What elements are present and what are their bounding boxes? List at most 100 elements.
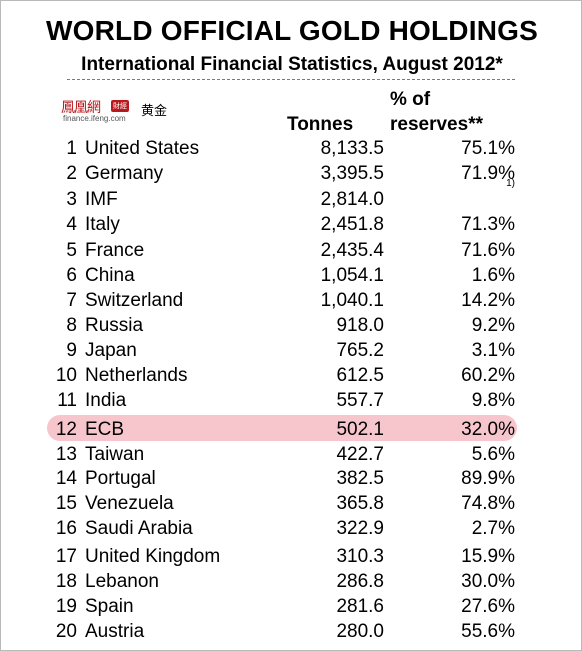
row-tonnes: 2,814.0 <box>320 189 384 210</box>
table-row: 2 Germany 3,395.5 71.9% <box>1 161 582 186</box>
row-reserves-pct: 71.6% <box>461 240 515 261</box>
row-reserves-pct: 32.0% <box>461 419 515 440</box>
table-row: 19 Spain 281.6 27.6% <box>1 594 582 619</box>
row-tonnes: 612.5 <box>336 365 384 386</box>
row-reserves-pct: 30.0% <box>461 571 515 592</box>
page-subtitle: International Financial Statistics, Augu… <box>81 54 503 75</box>
row-reserves-pct: 9.8% <box>471 390 515 411</box>
row-tonnes: 1,054.1 <box>320 265 384 286</box>
row-reserves-pct: 71.3% <box>461 214 515 235</box>
row-tonnes: 382.5 <box>336 468 384 489</box>
logo-name: 鳳凰網 <box>61 100 101 116</box>
row-reserves-pct: 15.9% <box>461 546 515 567</box>
table-row: 9 Japan 765.2 3.1% <box>1 338 582 363</box>
row-rank: 14 <box>55 468 77 489</box>
row-rank: 15 <box>55 493 77 514</box>
row-country: India <box>85 390 127 411</box>
row-rank: 10 <box>55 365 77 386</box>
row-reserves-pct: 9.2% <box>471 315 515 336</box>
row-country: Saudi Arabia <box>85 518 193 539</box>
row-reserves-pct: 14.2% <box>461 290 515 311</box>
table-row: 3 IMF 2,814.0 1) <box>1 178 582 212</box>
row-rank: 6 <box>66 265 77 286</box>
row-rank: 19 <box>55 596 77 617</box>
row-tonnes: 2,435.4 <box>320 240 384 261</box>
logo-section: 黄金 <box>141 104 168 119</box>
row-rank: 9 <box>66 340 77 361</box>
row-country: Netherlands <box>85 365 188 386</box>
row-reserves-pct: 71.9% <box>461 163 515 184</box>
row-tonnes: 557.7 <box>336 390 384 411</box>
row-reserves-pct: 74.8% <box>461 493 515 514</box>
row-tonnes: 1,040.1 <box>320 290 384 311</box>
row-rank: 8 <box>66 315 77 336</box>
row-tonnes: 281.6 <box>336 596 384 617</box>
row-tonnes: 765.2 <box>336 340 384 361</box>
row-country: Italy <box>85 214 120 235</box>
row-tonnes: 280.0 <box>336 621 384 642</box>
table-row: 11 India 557.7 9.8% <box>1 388 582 413</box>
row-rank: 18 <box>55 571 77 592</box>
row-country: Austria <box>85 621 145 642</box>
row-footnote-marker: 1) <box>506 178 515 189</box>
table-row: 5 France 2,435.4 71.6% <box>1 238 582 263</box>
table-row: 7 Switzerland 1,040.1 14.2% <box>1 288 582 313</box>
row-reserves-pct: 60.2% <box>461 365 515 386</box>
row-rank: 3 <box>66 189 77 210</box>
column-header-reserves-line1: % of <box>390 89 431 110</box>
page-title: WORLD OFFICIAL GOLD HOLDINGS <box>46 15 538 46</box>
row-rank: 11 <box>57 390 77 411</box>
row-rank: 16 <box>55 518 77 539</box>
row-tonnes: 8,133.5 <box>320 138 384 159</box>
row-country: Taiwan <box>85 444 145 465</box>
row-tonnes: 3,395.5 <box>320 163 384 184</box>
row-country: Venezuela <box>85 493 174 514</box>
row-country: IMF <box>85 189 118 210</box>
row-country: Portugal <box>85 468 156 489</box>
row-country: Germany <box>85 163 164 184</box>
table-row: 18 Lebanon 286.8 30.0% <box>1 569 582 594</box>
row-reserves-pct: 5.6% <box>471 444 515 465</box>
table-row: 13 Taiwan 422.7 5.6% <box>1 442 582 467</box>
ecb-row-highlight <box>47 415 517 441</box>
row-rank: 1 <box>66 138 77 159</box>
table-row: 20 Austria 280.0 55.6% <box>1 619 582 644</box>
table-row: 12 ECB 502.1 32.0% <box>1 417 582 442</box>
row-reserves-pct: 55.6% <box>461 621 515 642</box>
table-row: 6 China 1,054.1 1.6% <box>1 263 582 288</box>
row-rank: 2 <box>66 163 77 184</box>
ifeng-logo: 鳳凰網 財經 finance.ifeng.com 黄金 <box>61 97 181 127</box>
row-reserves-pct: 2.7% <box>471 518 515 539</box>
column-header-tonnes: Tonnes <box>287 114 354 135</box>
row-reserves-pct: 89.9% <box>461 468 515 489</box>
row-tonnes: 310.3 <box>336 546 384 567</box>
table-row: 1 United States 8,133.5 75.1% <box>1 136 582 161</box>
table-row: 8 Russia 918.0 9.2% <box>1 313 582 338</box>
row-rank: 7 <box>66 290 77 311</box>
row-reserves-pct: 3.1% <box>471 340 515 361</box>
row-country: United States <box>85 138 200 159</box>
logo-badge: 財經 <box>111 100 129 112</box>
row-country: Spain <box>85 596 134 617</box>
row-country: Japan <box>85 340 137 361</box>
row-country: United Kingdom <box>85 546 221 567</box>
table-row: 17 United Kingdom 310.3 15.9% <box>1 544 582 569</box>
row-reserves-pct: 75.1% <box>461 138 515 159</box>
table-row: 4 Italy 2,451.8 71.3% <box>1 212 582 237</box>
row-country: Switzerland <box>85 290 184 311</box>
row-country: France <box>85 240 145 261</box>
row-rank: 17 <box>55 546 77 567</box>
row-country: Lebanon <box>85 571 159 592</box>
row-rank: 4 <box>66 214 77 235</box>
row-tonnes: 2,451.8 <box>320 214 384 235</box>
logo-url: finance.ifeng.com <box>63 114 126 123</box>
column-header-reserves-line2: reserves** <box>390 114 483 135</box>
row-reserves-pct: 27.6% <box>461 596 515 617</box>
row-rank: 13 <box>55 444 77 465</box>
row-country: Russia <box>85 315 144 336</box>
table-row: 10 Netherlands 612.5 60.2% <box>1 363 582 388</box>
row-country: China <box>85 265 135 286</box>
row-rank: 5 <box>66 240 77 261</box>
table-row: 14 Portugal 382.5 89.9% <box>1 466 582 491</box>
